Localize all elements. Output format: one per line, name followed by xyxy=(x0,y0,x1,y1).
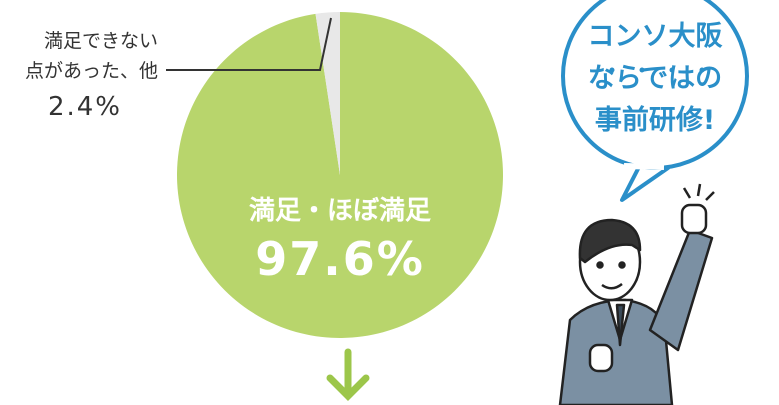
slice-label: 満足できない 点があった、他 xyxy=(0,26,158,86)
value-label: 97.6% xyxy=(200,232,480,286)
annotation: コンソ大阪 ならではの 事前研修! xyxy=(565,16,745,142)
arrow xyxy=(330,352,366,396)
page: 満足できない 点があった、他 2.4% 満足・ほぼ満足 97.6% コンソ大阪 … xyxy=(0,0,779,405)
slice-label: 満足・ほぼ満足 xyxy=(200,190,480,227)
value-label: 2.4% xyxy=(0,92,122,122)
pie xyxy=(177,12,503,338)
person-illustration xyxy=(560,184,714,405)
